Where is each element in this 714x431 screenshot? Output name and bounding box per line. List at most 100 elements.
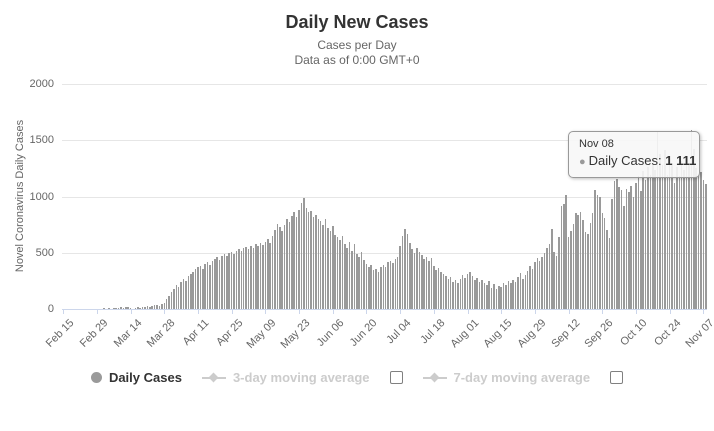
bar[interactable] xyxy=(469,271,471,309)
bar[interactable] xyxy=(466,274,469,309)
bar[interactable] xyxy=(247,249,250,309)
bar[interactable] xyxy=(449,276,452,309)
bar[interactable] xyxy=(519,273,522,309)
bar[interactable] xyxy=(368,267,370,309)
bar[interactable] xyxy=(274,230,276,309)
bar[interactable] xyxy=(271,235,274,309)
checkbox-3day-moving-average[interactable] xyxy=(389,371,403,384)
bar[interactable] xyxy=(348,241,351,309)
bar[interactable] xyxy=(399,246,401,309)
bar[interactable] xyxy=(661,165,664,309)
bar[interactable] xyxy=(442,274,445,309)
bar[interactable] xyxy=(242,248,245,309)
bar[interactable] xyxy=(189,274,192,309)
bar[interactable] xyxy=(659,153,661,309)
bar[interactable] xyxy=(690,130,693,309)
bar[interactable] xyxy=(685,156,688,309)
checkbox-7day-moving-average[interactable] xyxy=(610,371,624,384)
bar[interactable] xyxy=(673,183,676,309)
bar[interactable] xyxy=(560,205,563,309)
bar[interactable] xyxy=(599,196,601,309)
bar[interactable] xyxy=(389,260,392,309)
bar[interactable] xyxy=(120,306,122,309)
bar[interactable] xyxy=(112,308,115,309)
bar[interactable] xyxy=(259,242,262,309)
bar[interactable] xyxy=(334,234,336,309)
bar[interactable] xyxy=(327,228,329,309)
bar[interactable] xyxy=(500,287,502,309)
bar[interactable] xyxy=(678,176,681,309)
bar[interactable] xyxy=(221,255,223,309)
bar[interactable] xyxy=(151,306,153,309)
bar[interactable] xyxy=(575,213,577,309)
bar[interactable] xyxy=(324,219,327,309)
bar[interactable] xyxy=(401,235,404,309)
bar[interactable] xyxy=(611,198,613,309)
bar[interactable] xyxy=(652,162,654,309)
bar[interactable] xyxy=(223,253,226,309)
bar[interactable] xyxy=(705,184,707,309)
bar[interactable] xyxy=(288,222,291,309)
bar[interactable] xyxy=(170,292,173,309)
bar[interactable] xyxy=(603,218,606,309)
bar[interactable] xyxy=(370,265,373,309)
bar[interactable] xyxy=(416,248,418,309)
bar[interactable] xyxy=(158,305,161,309)
bar[interactable] xyxy=(613,181,616,309)
bar[interactable] xyxy=(490,287,493,309)
bar[interactable] xyxy=(572,223,575,309)
bar[interactable] xyxy=(531,268,534,309)
bar[interactable] xyxy=(279,226,281,309)
bar[interactable] xyxy=(384,267,387,309)
bar[interactable] xyxy=(310,211,312,309)
bar[interactable] xyxy=(692,149,695,309)
bar[interactable] xyxy=(457,283,459,309)
bar[interactable] xyxy=(473,279,476,309)
bar[interactable] xyxy=(209,264,211,309)
bar[interactable] xyxy=(141,306,144,309)
bar[interactable] xyxy=(563,204,565,309)
bar[interactable] xyxy=(146,305,149,309)
bar[interactable] xyxy=(668,157,671,309)
bar[interactable] xyxy=(262,244,264,309)
bar[interactable] xyxy=(522,278,524,309)
bar[interactable] xyxy=(635,183,637,309)
bar[interactable] xyxy=(392,262,394,309)
bar[interactable] xyxy=(161,304,163,309)
bar[interactable] xyxy=(664,150,666,309)
bar[interactable] xyxy=(565,195,567,309)
bar[interactable] xyxy=(587,233,589,309)
bar[interactable] xyxy=(498,285,500,309)
bar[interactable] xyxy=(153,305,156,309)
bar[interactable] xyxy=(656,132,659,309)
bar[interactable] xyxy=(623,206,625,309)
bar[interactable] xyxy=(413,253,416,309)
bar[interactable] xyxy=(700,171,702,309)
bar[interactable] xyxy=(351,250,353,309)
bar[interactable] xyxy=(404,229,406,309)
bar[interactable] xyxy=(476,277,478,309)
bar[interactable] xyxy=(122,308,125,309)
bar[interactable] xyxy=(281,231,283,309)
bar[interactable] xyxy=(440,271,442,309)
bar[interactable] xyxy=(433,266,435,309)
bar[interactable] xyxy=(331,225,334,309)
bar[interactable] xyxy=(322,224,324,309)
bar[interactable] xyxy=(695,168,697,309)
bar[interactable] xyxy=(486,285,488,309)
bar[interactable] xyxy=(577,215,579,309)
bar[interactable] xyxy=(307,212,310,309)
bar[interactable] xyxy=(454,279,457,309)
bar[interactable] xyxy=(512,279,515,309)
bar[interactable] xyxy=(305,207,308,309)
bar[interactable] xyxy=(387,262,389,309)
bar[interactable] xyxy=(550,229,553,309)
bar[interactable] xyxy=(252,247,255,309)
bar[interactable] xyxy=(510,282,512,309)
bar[interactable] xyxy=(570,231,572,309)
bar[interactable] xyxy=(180,282,182,309)
bar[interactable] xyxy=(245,247,247,309)
bar[interactable] xyxy=(293,212,295,309)
bar[interactable] xyxy=(214,258,216,309)
bar[interactable] xyxy=(206,262,209,309)
